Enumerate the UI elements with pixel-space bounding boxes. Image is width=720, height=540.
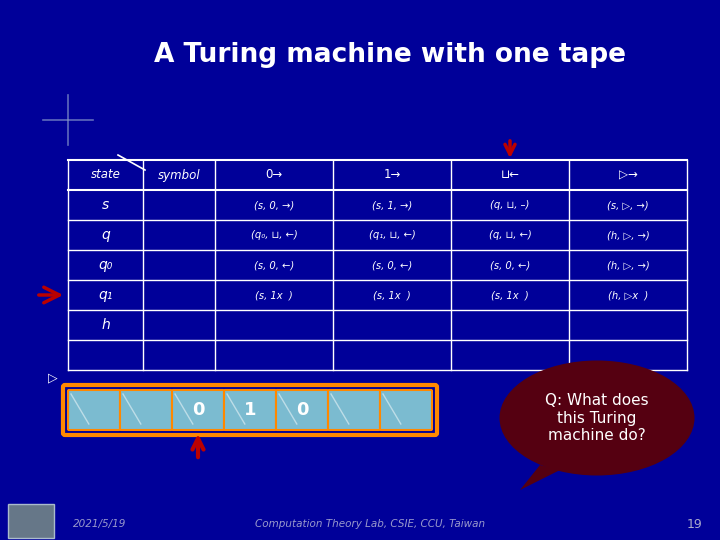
Text: (q₀, ⊔, ←): (q₀, ⊔, ←)	[251, 230, 297, 240]
Text: (q, ⊔, –): (q, ⊔, –)	[490, 200, 530, 210]
Text: (s, 1x  ): (s, 1x )	[255, 290, 293, 300]
Text: state: state	[91, 168, 120, 181]
Text: (h, ▷x  ): (h, ▷x )	[608, 290, 648, 300]
FancyBboxPatch shape	[224, 390, 276, 430]
Text: symbol: symbol	[158, 168, 200, 181]
Text: (s, ▷, →): (s, ▷, →)	[607, 200, 649, 210]
FancyArrowPatch shape	[39, 287, 59, 303]
Text: ▷: ▷	[48, 372, 58, 384]
Text: q₀: q₀	[99, 258, 113, 272]
FancyBboxPatch shape	[68, 390, 120, 430]
Text: (s, 1x  ): (s, 1x )	[373, 290, 411, 300]
Text: (s, 0, ←): (s, 0, ←)	[254, 260, 294, 270]
Text: 0: 0	[296, 401, 308, 419]
Text: 0→: 0→	[266, 168, 283, 181]
FancyBboxPatch shape	[172, 390, 224, 430]
Text: A Turing machine with one tape: A Turing machine with one tape	[154, 42, 626, 68]
Text: (s, 0, ←): (s, 0, ←)	[372, 260, 412, 270]
FancyBboxPatch shape	[380, 390, 432, 430]
Text: s: s	[102, 198, 109, 212]
FancyBboxPatch shape	[120, 390, 172, 430]
Text: (q₁, ⊔, ←): (q₁, ⊔, ←)	[369, 230, 415, 240]
Text: (s, 0, →): (s, 0, →)	[254, 200, 294, 210]
Text: 1: 1	[244, 401, 256, 419]
Text: (s, 1x  ): (s, 1x )	[491, 290, 529, 300]
Text: (s, 1, →): (s, 1, →)	[372, 200, 412, 210]
Text: Computation Theory Lab, CSIE, CCU, Taiwan: Computation Theory Lab, CSIE, CCU, Taiwa…	[255, 519, 485, 529]
FancyBboxPatch shape	[276, 390, 328, 430]
Text: (h, ▷, →): (h, ▷, →)	[607, 260, 649, 270]
Text: (s, 0, ←): (s, 0, ←)	[490, 260, 530, 270]
Text: Q: What does
this Turing
machine do?: Q: What does this Turing machine do?	[545, 393, 649, 443]
Text: q₁: q₁	[99, 288, 113, 302]
Bar	[8, 504, 54, 538]
Text: 2021/5/19: 2021/5/19	[73, 519, 127, 529]
Text: q: q	[101, 228, 110, 242]
Text: 19: 19	[687, 517, 703, 530]
Text: ⊔←: ⊔←	[500, 168, 520, 181]
Text: h: h	[101, 318, 110, 332]
Text: ▷→: ▷→	[618, 168, 637, 181]
Ellipse shape	[500, 361, 695, 476]
Text: 1→: 1→	[383, 168, 401, 181]
Text: (q, ⊔, ←): (q, ⊔, ←)	[489, 230, 531, 240]
FancyBboxPatch shape	[328, 390, 380, 430]
Text: (h, ▷, →): (h, ▷, →)	[607, 230, 649, 240]
Polygon shape	[520, 465, 560, 490]
Text: 0: 0	[192, 401, 204, 419]
